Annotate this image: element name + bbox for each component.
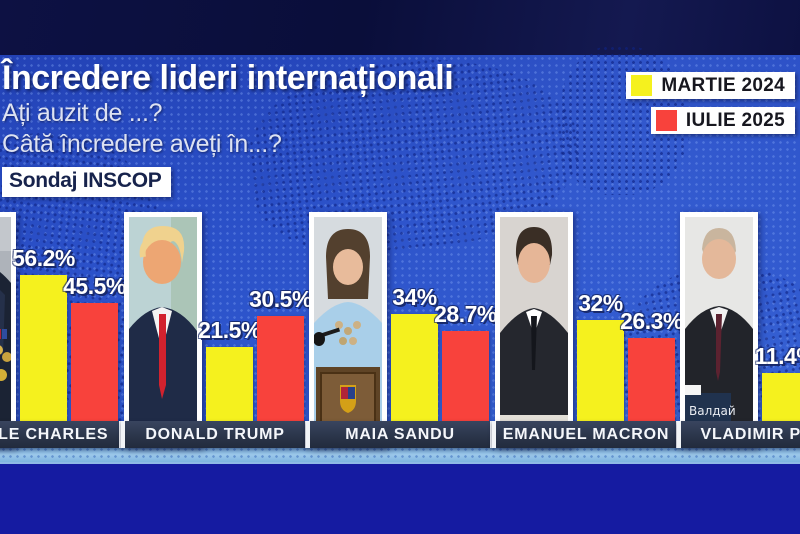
leader-panel-emanuel-macron: 32% 26.3% EMANUEL MACRON (492, 210, 683, 448)
bar-martie-2024-regele-charles (20, 275, 67, 421)
leader-panel-regele-charles: 56.2%45.5% REGELE CHARLES (0, 210, 126, 448)
legend-swatch-yellow (631, 75, 653, 96)
page-title: Încredere lideri internaționali (2, 59, 454, 97)
leader-panel-maia-sandu: 34% 28.7% MAIA SANDU (306, 210, 497, 448)
leader-name-strip: MAIA SANDU (306, 421, 494, 448)
bar-value-label: 26.3% (620, 308, 683, 334)
leader-name-strip: DONALD TRUMP (121, 421, 309, 448)
photo-donald-trump (129, 217, 197, 443)
leader-panel-donald-trump: 21.5% 30.5% DONALD TRUMP (121, 210, 312, 448)
bar-value-label: 30.5% (249, 286, 312, 312)
leader-name-label: REGELE CHARLES (0, 425, 109, 443)
photo-emanuel-macron (500, 217, 568, 443)
svg-text:Валдай: Валдай (689, 404, 736, 418)
bar-martie-2024-emanuel-macron (577, 320, 624, 421)
bar-iulie-2025-regele-charles (71, 303, 118, 421)
subtitle-line-2: Câtă încredere aveți în...? (2, 130, 282, 158)
photo-regele-charles (0, 217, 11, 443)
bar-martie-2024-maia-sandu (391, 314, 438, 421)
bar-value-label: 45.5% (63, 273, 126, 299)
leader-photo-card (124, 212, 202, 448)
legend-label: IULIE 2025 (685, 109, 785, 131)
leader-name-strip: VLADIMIR PUTIN (677, 421, 800, 448)
leader-name-strip: REGELE CHARLES (0, 421, 123, 448)
subtitle-line-1: Ați auzit de ...? (2, 99, 163, 127)
legend-label: MARTIE 2024 (661, 74, 785, 96)
photo-maia-sandu (314, 217, 382, 443)
bar-iulie-2025-donald-trump (257, 316, 304, 421)
leader-photo-card: Валдай (680, 212, 758, 448)
leader-photo-card (309, 212, 387, 448)
chart-legend: MARTIE 2024 IULIE 2025 (626, 72, 795, 142)
photo-vladimir-putin: Валдай (685, 217, 753, 443)
bar-value-label: 28.7% (434, 301, 497, 327)
bar-value-label: 32% (578, 290, 623, 316)
bar-value-label: 34% (392, 284, 437, 310)
leader-photo-card (0, 212, 16, 448)
leader-name-label: MAIA SANDU (345, 425, 455, 443)
top-dark-band (0, 0, 800, 55)
leader-name-label: VLADIMIR PUTIN (700, 425, 800, 443)
leader-name-label: DONALD TRUMP (145, 425, 285, 443)
light-blue-strip (0, 446, 800, 462)
bar-iulie-2025-emanuel-macron (628, 338, 675, 421)
bar-value-label: 56.2% (12, 245, 75, 271)
legend-item-martie-2024: MARTIE 2024 (626, 72, 795, 99)
bar-iulie-2025-maia-sandu (442, 331, 489, 421)
dotted-map-pattern (0, 446, 800, 462)
legend-item-iulie-2025: IULIE 2025 (650, 107, 795, 134)
leader-panel-vladimir-putin: Валдай 11.4% VLADIMIR PUTIN (677, 210, 800, 448)
bar-value-label: 11.4% (754, 343, 800, 369)
leader-name-strip: EMANUEL MACRON (492, 421, 680, 448)
bottom-blue-band (0, 462, 800, 534)
bar-martie-2024-donald-trump (206, 347, 253, 421)
bar-value-label: 21.5% (198, 317, 261, 343)
survey-source-badge: Sondaj INSCOP (2, 167, 172, 197)
leader-name-label: EMANUEL MACRON (502, 425, 670, 443)
bar-martie-2024-vladimir-putin (762, 373, 800, 421)
leader-photo-card (495, 212, 573, 448)
title-block: Încredere lideri internaționali Ați auzi… (2, 58, 454, 197)
legend-swatch-red (655, 110, 677, 131)
